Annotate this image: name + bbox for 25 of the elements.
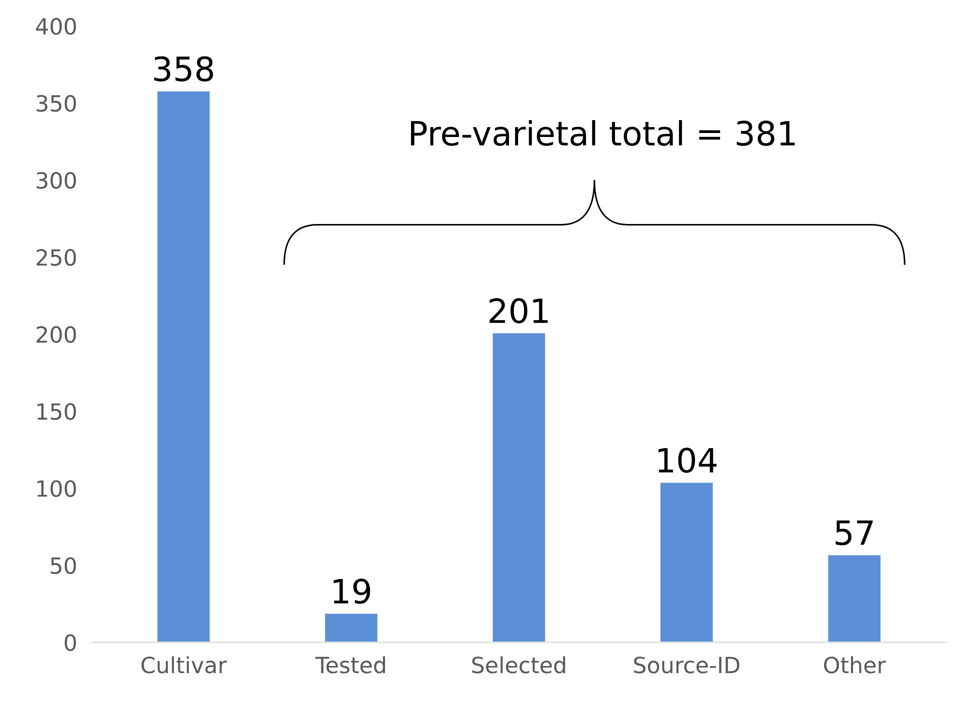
y-tick-label: 200 [36, 326, 76, 343]
y-tick-label: 250 [36, 249, 76, 266]
annotation: Pre-varietal total = 381 [411, 120, 795, 146]
data-label: 19 [334, 578, 370, 604]
bar [826, 554, 882, 642]
y-tick-label: 150 [37, 403, 76, 420]
data-label: 57 [836, 520, 873, 546]
data-label: 201 [490, 298, 548, 324]
y-tick-label: 300 [36, 172, 76, 189]
x-tick-label: Cultivar [141, 656, 227, 674]
y-tick-label: 350 [36, 94, 76, 112]
bar [659, 481, 714, 642]
x-tick-label: Other [824, 656, 886, 674]
x-tick-label: Tested [315, 656, 385, 674]
x-tick-label: Source-ID [634, 656, 740, 674]
x-tick-label: Selected [472, 656, 566, 674]
y-tick-label: 400 [36, 18, 76, 35]
bar [156, 90, 212, 642]
y-tick-label: 50 [50, 557, 76, 574]
data-label: 358 [154, 56, 214, 82]
bar [324, 612, 379, 642]
y-tick-label: 0 [64, 634, 76, 652]
bar [491, 332, 546, 642]
data-label: 104 [658, 448, 717, 473]
y-tick-label: 100 [37, 480, 76, 497]
